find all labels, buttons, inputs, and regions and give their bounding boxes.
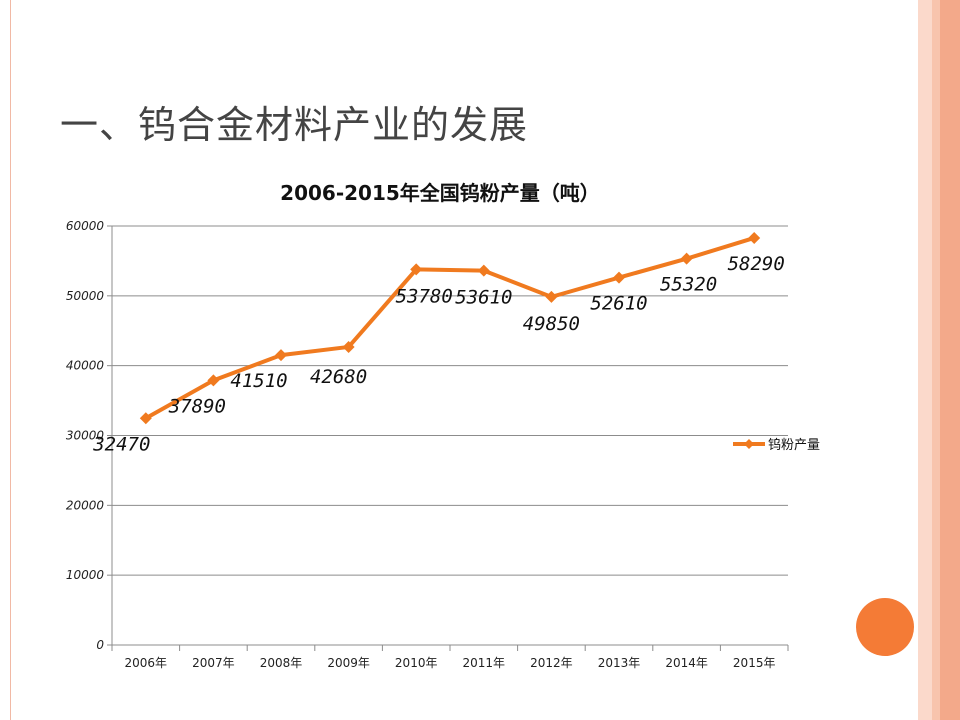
data-label: 53610 <box>455 287 512 309</box>
data-point-marker <box>477 264 490 277</box>
y-tick-label: 0 <box>96 638 104 652</box>
x-tick-label: 2012年 <box>530 656 573 670</box>
y-tick-label: 20000 <box>66 498 105 512</box>
data-point-marker <box>207 374 220 387</box>
data-point-marker <box>748 231 761 244</box>
data-label: 42680 <box>310 366 367 388</box>
data-point-marker <box>680 252 693 265</box>
left-border-line <box>10 0 11 720</box>
chart-series-line <box>143 235 757 421</box>
series-line <box>143 235 757 421</box>
x-tick-label: 2008年 <box>260 656 303 670</box>
data-label: 32470 <box>92 433 150 455</box>
x-tick-label: 2011年 <box>463 656 506 670</box>
data-point-marker <box>139 412 152 425</box>
x-tick-label: 2007年 <box>192 656 235 670</box>
decorative-orange-circle <box>856 598 914 656</box>
data-label: 55320 <box>660 274 717 296</box>
data-label: 58290 <box>728 253 785 275</box>
legend-label: 钨粉产量 <box>768 437 820 453</box>
chart-axes: 0 10000 20000 30000 40000 50000 60000 2006年 2007… <box>66 219 789 670</box>
x-tick-label: 2006年 <box>125 656 168 670</box>
chart-gridlines <box>112 225 788 576</box>
y-tick-label: 40000 <box>66 359 105 373</box>
right-stripe-dark <box>940 0 960 720</box>
right-stripe-light <box>918 0 932 720</box>
x-tick-label: 2014年 <box>665 656 708 670</box>
data-point-marker <box>613 271 625 284</box>
y-tick-label: 30000 <box>66 429 105 443</box>
data-point-marker <box>410 263 423 276</box>
data-label: 37890 <box>168 395 226 417</box>
x-tick-label: 2015年 <box>733 656 776 670</box>
data-label: 53780 <box>396 285 453 307</box>
data-label: 41510 <box>230 370 287 392</box>
slide-title: 一、钨合金材料产业的发展 <box>60 103 529 147</box>
data-point-marker <box>545 290 558 303</box>
legend-marker <box>744 439 754 449</box>
data-label: 52610 <box>590 293 647 315</box>
y-tick-label: 60000 <box>66 219 105 233</box>
data-point-marker <box>275 349 287 362</box>
data-label: 49850 <box>523 313 580 335</box>
y-tick-label: 10000 <box>66 568 105 582</box>
data-point-marker <box>342 340 355 353</box>
right-stripe-mid <box>932 0 940 720</box>
x-tick-label: 2009年 <box>327 656 370 670</box>
x-tick-label: 2013年 <box>598 656 641 670</box>
chart-legend: 钨粉产量 <box>733 437 820 453</box>
x-tick-label: 2010年 <box>395 656 438 670</box>
chart-title: 2006-2015年全国钨粉产量（吨） <box>280 181 600 205</box>
chart-markers <box>139 231 761 425</box>
y-tick-label: 50000 <box>66 289 105 303</box>
